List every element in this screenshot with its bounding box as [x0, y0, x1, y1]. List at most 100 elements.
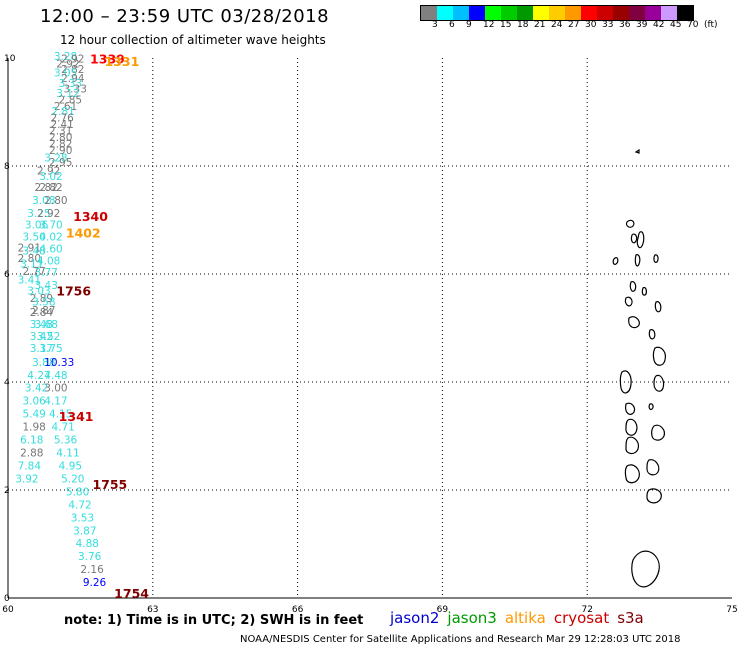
- wave-height-label: 5.20: [61, 473, 84, 485]
- island-shape: [641, 286, 647, 296]
- pass-time-label: 1756: [56, 284, 91, 299]
- island-shape: [625, 402, 636, 415]
- legend-swatch: [661, 6, 677, 20]
- wave-height-label: 3.06: [22, 396, 46, 408]
- y-tick-label: 6: [4, 270, 10, 280]
- pass-time-label: 1341: [59, 409, 94, 424]
- island-shape: [628, 316, 640, 329]
- x-tick-label: 69: [437, 605, 449, 615]
- wave-height-label: 2.94: [61, 73, 85, 85]
- wave-height-label: 4.88: [76, 538, 99, 550]
- legend-tick: 24: [551, 20, 563, 30]
- legend-tick: 45: [670, 20, 682, 30]
- wave-height-label: 3.08: [32, 195, 55, 207]
- legend-swatch: [629, 6, 645, 20]
- pass-time-label: 1340: [73, 209, 108, 224]
- wave-height-label: 2.85: [59, 94, 82, 106]
- wave-height-label: 2.92: [61, 53, 84, 65]
- wave-height-label: 2.31: [49, 126, 72, 138]
- wave-height-label: 3.12: [56, 88, 79, 100]
- wave-height-label: 3.33: [59, 78, 82, 90]
- island-shape: [624, 464, 640, 484]
- wave-height-label: 2.41: [50, 119, 73, 131]
- map-title: 12:00 – 23:59 UTC 03/28/2018: [40, 6, 330, 27]
- wave-height-label: 2.90: [49, 145, 72, 157]
- wave-height-label: 3.11: [20, 259, 43, 271]
- wave-height-label: 2.95: [49, 157, 72, 169]
- island-shape: [651, 424, 665, 441]
- wave-height-label: 2.84: [30, 307, 54, 319]
- island-shape: [629, 280, 637, 292]
- x-tick-label: 63: [147, 605, 158, 615]
- wave-height-label: 3.05: [54, 67, 77, 79]
- wave-height-label: 5.36: [54, 435, 78, 447]
- legend-tick: 39: [636, 20, 648, 30]
- island-shape: [652, 346, 666, 366]
- wave-height-label: 3.41: [18, 275, 41, 287]
- wave-height-label: 3.77: [35, 267, 58, 279]
- island-shape: [648, 329, 656, 340]
- wave-height-label: 2.80: [49, 132, 72, 144]
- island-shape: [625, 418, 638, 436]
- wave-height-label: 3.43: [35, 280, 58, 292]
- legend-tick: 42: [653, 20, 665, 30]
- legend-tick: 15: [500, 20, 512, 30]
- wave-height-label: 2.77: [22, 266, 45, 278]
- pass-time-label: 1402: [66, 225, 101, 240]
- island-shape: [631, 550, 660, 588]
- wave-height-label: 2.91: [18, 242, 41, 254]
- wave-height-label: 3.17: [30, 343, 53, 355]
- wave-height-label: 2.81: [51, 106, 74, 118]
- satellite-s3a: s3a: [617, 609, 644, 627]
- wave-height-label: 3.28: [44, 153, 67, 165]
- y-tick-label: 0: [4, 594, 10, 604]
- island-shape: [625, 436, 639, 455]
- island-shape: [648, 403, 654, 411]
- wave-height-label: 3.88: [32, 357, 55, 369]
- wave-height-label: 5.49: [22, 409, 45, 421]
- satellite-cryosat: cryosat: [553, 609, 610, 627]
- legend-swatch: [565, 6, 581, 20]
- legend-swatch: [613, 6, 629, 20]
- wave-height-label: 4.60: [39, 243, 62, 255]
- legend-swatch: [485, 6, 501, 20]
- wave-height-label: 2.16: [80, 564, 104, 576]
- wave-height-label: 2.61: [54, 101, 77, 113]
- legend-swatch: [533, 6, 549, 20]
- island-shape: [619, 370, 632, 394]
- wave-height-label: 4.27: [27, 370, 50, 382]
- x-tick-label: 75: [726, 605, 737, 615]
- wave-height-label: 4.08: [37, 255, 60, 267]
- island-shape: [654, 301, 662, 313]
- legend-swatch: [581, 6, 597, 20]
- wave-height-label: 3.48: [22, 246, 45, 258]
- wave-height-label: 3.52: [37, 331, 60, 343]
- island-shape: [630, 233, 638, 244]
- legend-tick: 36: [619, 20, 631, 30]
- wave-height-label: 3.48: [30, 319, 53, 331]
- pass-time-label: 1755: [92, 477, 127, 492]
- pass-time-label: 1331: [105, 54, 140, 69]
- wave-height-label: 2.92: [37, 208, 60, 220]
- wave-height-label: 3.06: [25, 220, 49, 232]
- satellite-jason3: jason3: [447, 609, 497, 627]
- island-shape: [646, 459, 660, 476]
- wave-height-label: 2.87: [32, 305, 55, 317]
- wave-height-label: 2.80: [18, 253, 41, 265]
- satellite-legend: jason2 jason3 altika cryosat s3a: [390, 609, 652, 627]
- legend-tick: 33: [602, 20, 614, 30]
- map-subtitle: 12 hour collection of altimeter wave hei…: [60, 33, 326, 47]
- y-tick-label: 8: [4, 162, 10, 172]
- legend-swatch: [677, 6, 693, 20]
- wave-height-label: 4.11: [56, 448, 79, 460]
- satellite-jason2: jason2: [390, 609, 440, 627]
- legend-swatch: [645, 6, 661, 20]
- wave-height-label: 3.33: [64, 84, 87, 96]
- legend-tick: 12: [483, 20, 495, 30]
- lat-lon-grid: 60 63 66 69 72 75 0 2 4 6 8 10: [2, 54, 737, 615]
- wave-height-label: 1.98: [22, 422, 45, 434]
- legend-tick: 30: [585, 20, 597, 30]
- credit-line: NOAA/NESDIS Center for Satellite Applica…: [240, 634, 681, 645]
- legend-swatch: [469, 6, 485, 20]
